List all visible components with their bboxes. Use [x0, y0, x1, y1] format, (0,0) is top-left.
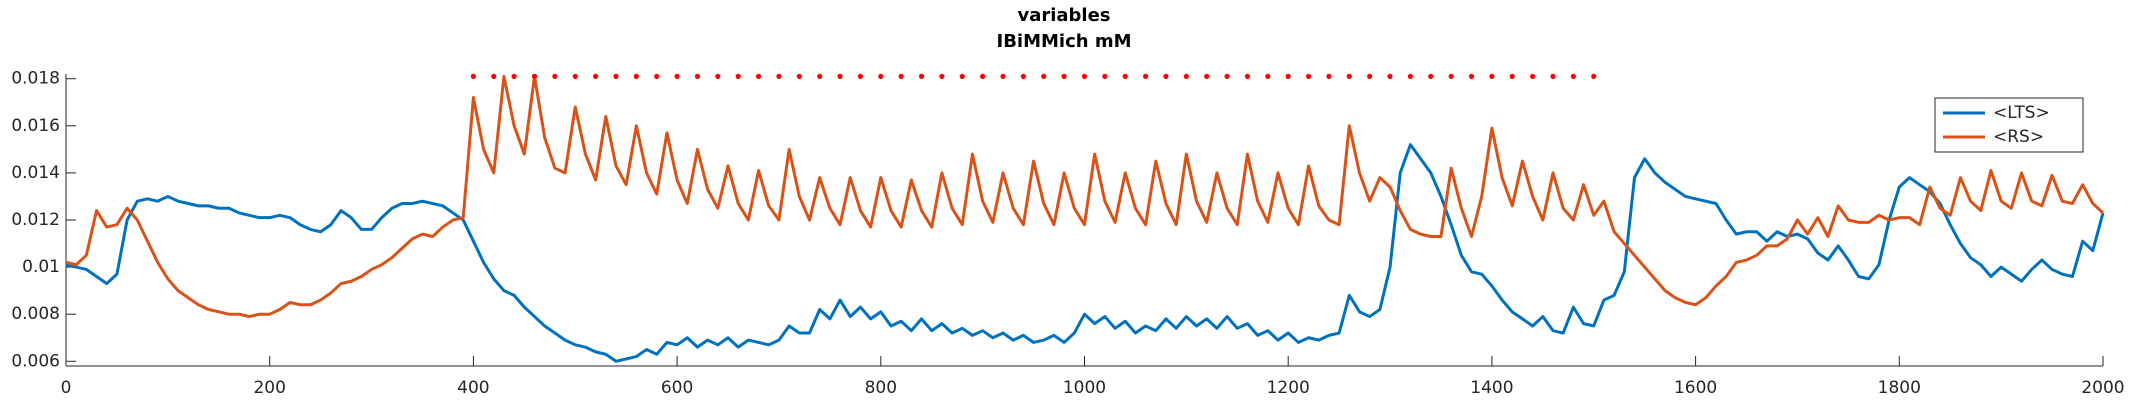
marker-dot: [1367, 73, 1373, 79]
marker-dot: [1530, 73, 1536, 79]
x-tick-label: 1200: [1267, 378, 1310, 398]
marker-dot: [1468, 73, 1475, 79]
marker-dot: [918, 73, 925, 79]
marker-dot: [1102, 73, 1108, 79]
marker-dot: [857, 73, 864, 79]
marker-dot: [1550, 73, 1556, 79]
x-tick-label: 600: [661, 378, 693, 398]
marker-dot: [1081, 73, 1088, 79]
y-tick-label: 0.012: [11, 210, 60, 230]
marker-dot: [613, 73, 619, 79]
marker-dot: [572, 73, 578, 79]
marker-dot: [735, 73, 741, 79]
marker-dot: [1224, 73, 1230, 79]
marker-dot: [1570, 73, 1576, 79]
marker-dot: [593, 73, 599, 79]
x-tick-label: 800: [865, 378, 897, 398]
marker-dot: [755, 73, 762, 79]
marker-dot: [470, 73, 476, 79]
marker-dot: [1183, 73, 1189, 79]
marker-dot: [1509, 73, 1515, 79]
marker-dot: [837, 73, 843, 79]
chart-title: variables: [1017, 5, 1110, 26]
marker-dot: [1591, 73, 1597, 79]
marker-dot: [1265, 73, 1271, 79]
marker-dot: [1143, 73, 1149, 79]
marker-dot: [1407, 73, 1414, 79]
marker-dot: [776, 73, 782, 79]
legend-label: <RS>: [1993, 127, 2044, 147]
marker-dot: [552, 73, 558, 79]
marker-dot: [980, 73, 986, 79]
x-tick-label: 0: [61, 378, 72, 398]
marker-dot: [674, 73, 680, 79]
marker-dot: [654, 73, 660, 79]
marker-dot: [1428, 73, 1434, 79]
x-tick-label: 400: [457, 378, 489, 398]
marker-dot: [1387, 73, 1393, 79]
marker-dot: [633, 73, 639, 79]
marker-dot: [1326, 73, 1332, 79]
x-tick-label: 1600: [1674, 378, 1717, 398]
marker-dot: [1041, 73, 1047, 79]
y-tick-label: 0.014: [11, 163, 60, 183]
x-tick-label: 1400: [1470, 378, 1513, 398]
y-tick-label: 0.008: [11, 304, 60, 324]
marker-dot: [1244, 73, 1251, 79]
marker-dot: [939, 73, 945, 79]
marker-dot: [796, 73, 802, 79]
marker-dot: [1122, 73, 1128, 79]
marker-dot: [491, 73, 497, 79]
marker-dot: [1305, 73, 1312, 79]
marker-dot: [1204, 73, 1210, 79]
x-tick-label: 1000: [1063, 378, 1106, 398]
marker-dot: [511, 73, 517, 79]
series-line: [65, 143, 2105, 363]
marker-dot: [1020, 73, 1026, 79]
marker-dot: [1346, 73, 1352, 79]
marker-dot: [898, 73, 904, 79]
marker-dot: [817, 73, 823, 79]
marker-dot: [715, 73, 721, 79]
x-tick-label: 200: [253, 378, 285, 398]
marker-dot: [531, 73, 538, 79]
marker-dot: [1285, 73, 1291, 79]
marker-dot: [1061, 73, 1067, 79]
legend-label: <LTS>: [1993, 103, 2050, 123]
x-tick-label: 2000: [2081, 378, 2124, 398]
marker-dot: [694, 73, 701, 79]
series-line: [65, 74, 2105, 319]
y-tick-label: 0.01: [22, 257, 60, 277]
y-tick-label: 0.018: [11, 69, 60, 89]
y-tick-label: 0.006: [11, 351, 60, 371]
marker-dot: [878, 73, 884, 79]
marker-dot: [1163, 73, 1169, 79]
marker-dot: [1000, 73, 1006, 79]
y-tick-label: 0.016: [11, 116, 60, 136]
legend-box: [1934, 97, 2084, 153]
marker-dot: [959, 73, 965, 79]
marker-dot: [1448, 73, 1454, 79]
x-tick-label: 1800: [1878, 378, 1921, 398]
marker-dot: [1489, 73, 1495, 79]
chart-subtitle: IBiMMich mM: [997, 31, 1132, 52]
